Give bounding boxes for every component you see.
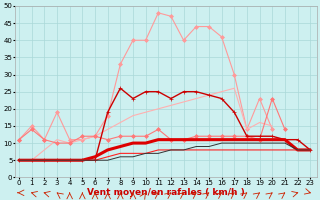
- X-axis label: Vent moyen/en rafales ( km/h ): Vent moyen/en rafales ( km/h ): [87, 188, 245, 197]
